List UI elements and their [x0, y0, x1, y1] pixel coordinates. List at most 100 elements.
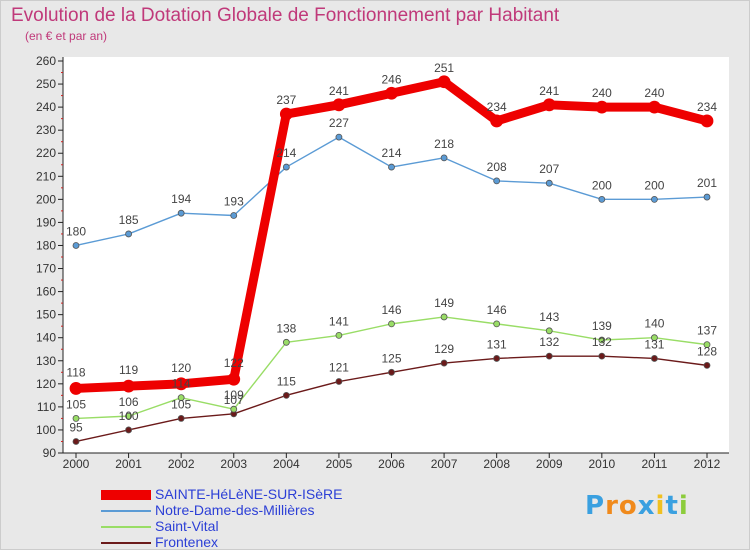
data-label: 141 [329, 314, 349, 328]
y-tick-label: 100 [36, 423, 56, 437]
data-label: 218 [434, 137, 454, 151]
logo-letter: i [678, 491, 689, 521]
legend-swatch [101, 542, 151, 544]
proxiti-logo: Proxiti [585, 491, 689, 521]
x-tick-label: 2007 [431, 457, 458, 471]
data-label: 240 [644, 86, 664, 100]
data-point [545, 352, 553, 360]
data-point [545, 179, 553, 187]
data-point [648, 100, 661, 114]
logo-letter: o [618, 491, 638, 521]
data-point [230, 405, 238, 413]
data-point [388, 320, 395, 328]
data-point [125, 412, 132, 420]
data-label: 237 [276, 93, 296, 107]
data-label: 207 [539, 162, 559, 176]
data-label: 138 [276, 321, 296, 335]
data-label: 251 [434, 61, 454, 75]
x-tick-label: 2009 [536, 457, 563, 471]
x-tick-label: 2011 [642, 457, 668, 471]
y-tick-label: 120 [36, 377, 56, 391]
data-label: 180 [66, 224, 86, 238]
series-1 [72, 133, 711, 249]
data-point [335, 378, 343, 385]
data-point [493, 320, 501, 328]
x-tick-label: 2002 [168, 457, 195, 471]
data-point [598, 352, 606, 360]
data-label: 246 [381, 72, 401, 86]
data-point [174, 377, 188, 391]
plot-background [63, 57, 729, 453]
data-point [230, 212, 238, 219]
data-label: 194 [171, 192, 191, 206]
data-point [440, 359, 448, 367]
data-label: 120 [171, 361, 191, 375]
data-label: 122 [224, 356, 244, 370]
data-point [493, 177, 501, 185]
data-label: 227 [329, 116, 349, 130]
data-point [125, 426, 132, 434]
data-label: 241 [539, 84, 559, 98]
data-label: 149 [434, 296, 454, 310]
data-label: 234 [697, 100, 717, 114]
data-label: 119 [119, 363, 138, 377]
x-tick-label: 2012 [694, 457, 721, 471]
x-tick-label: 2006 [378, 457, 405, 471]
data-point [72, 438, 80, 445]
data-labels: 118 119 120 122 237 241 246 251 234 241 240 240 234 1… [66, 61, 717, 435]
data-point [703, 193, 711, 201]
data-point [703, 361, 711, 369]
y-tick-label: 230 [36, 123, 56, 137]
data-label: 115 [277, 374, 296, 388]
data-label: 137 [697, 324, 717, 338]
logo-letter: i [655, 491, 666, 521]
data-point [651, 334, 658, 342]
data-label: 146 [381, 303, 401, 317]
data-label: 185 [119, 213, 139, 227]
data-label: 129 [434, 342, 454, 356]
y-tick-label: 210 [36, 169, 56, 183]
data-label: 201 [697, 176, 717, 190]
y-tick-label: 110 [37, 400, 56, 414]
y-tick-label: 240 [36, 100, 56, 114]
logo-letter: P [585, 491, 606, 521]
series-3 [72, 352, 711, 445]
data-point [282, 338, 290, 346]
data-point [598, 195, 606, 203]
data-point [72, 242, 80, 249]
logo-letter: x [637, 491, 656, 521]
y-tick-label: 220 [36, 146, 56, 160]
y-tick-label: 140 [36, 331, 56, 345]
legend-label: SAINTE-HéLèNE-SUR-ISèRE [155, 486, 343, 502]
legend-label: Notre-Dame-des-Millières [155, 502, 315, 518]
data-point [335, 133, 343, 141]
data-label: 193 [224, 194, 244, 208]
data-label: 214 [381, 146, 401, 160]
y-ticks: 90 100 110 120 130 140 150 160 170 180 190 200 210 22… [36, 54, 63, 460]
data-point [72, 415, 80, 422]
data-point [125, 230, 132, 238]
data-label: 132 [539, 335, 559, 349]
data-label: 241 [329, 84, 349, 98]
data-point [282, 163, 290, 171]
data-point [335, 331, 343, 339]
data-label: 114 [172, 377, 191, 391]
data-label: 95 [69, 420, 83, 434]
logo-letter: t [665, 491, 679, 521]
x-tick-label: 2010 [588, 457, 615, 471]
series-0 [69, 75, 714, 395]
data-label: 121 [329, 361, 349, 375]
y-tick-label: 190 [36, 215, 56, 229]
data-label: 107 [224, 393, 244, 407]
data-label: 128 [697, 344, 717, 358]
x-tick-label: 2005 [326, 457, 353, 471]
data-label: 131 [487, 337, 507, 351]
y-tick-label: 170 [36, 262, 56, 276]
data-label: 200 [644, 178, 664, 192]
x-tick-label: 2004 [273, 457, 300, 471]
y-tick-label: 250 [36, 77, 56, 91]
legend-item: Frontenex [101, 534, 421, 551]
series-2 [72, 313, 711, 422]
data-point [703, 341, 711, 349]
legend-label: Saint-Vital [155, 518, 219, 534]
